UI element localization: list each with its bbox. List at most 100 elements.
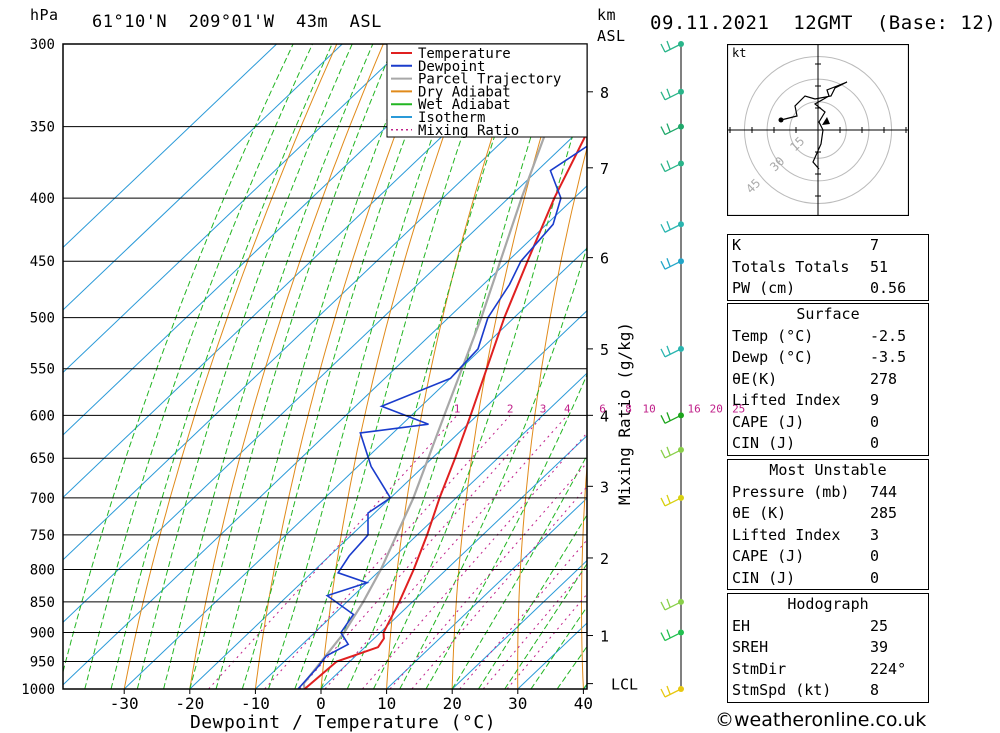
hodograph-label: EH	[732, 616, 751, 635]
hodograph-label: StmSpd (kt)	[732, 681, 832, 699]
mixing-ratio-label: 25	[732, 402, 745, 415]
wet-adiabat-line	[63, 44, 294, 674]
index-value: 0.56	[870, 279, 907, 297]
surface-label: Temp (°C)	[732, 326, 814, 345]
most-unstable-value: 744	[870, 482, 898, 501]
dry-adiabat-line	[643, 44, 708, 689]
pressure-tick-label: 350	[30, 120, 55, 136]
isotherm-line	[63, 44, 343, 311]
hodograph-value: 39	[870, 638, 889, 656]
legend-label: Dry Adiabat	[418, 84, 511, 100]
isotherm-line	[63, 44, 277, 249]
mixing-ratio-line	[389, 461, 587, 689]
isotherm-line	[63, 44, 474, 436]
index-row: Totals Totals 51	[728, 257, 928, 279]
mixing-ratio-label: 2	[507, 402, 514, 415]
surface-value: -3.5	[870, 348, 907, 366]
most-unstable-value: 285	[870, 504, 898, 522]
pressure-tick-label: 800	[30, 562, 55, 578]
index-label: Totals Totals	[732, 257, 850, 276]
most-unstable-row: CIN (J) 0	[728, 568, 928, 590]
index-label: PW (cm)	[732, 279, 796, 297]
most-unstable-row: CAPE (J) 0	[728, 546, 928, 568]
surface-label: CIN (J)	[732, 434, 796, 452]
surface-table: Surface Temp (°C) -2.5 Dewp (°C) -3.5 θE(K) 2…	[727, 303, 929, 456]
wet-adiabat-line	[84, 44, 313, 689]
dry-adiabat-line	[978, 44, 1000, 689]
surface-label: Lifted Index	[732, 391, 841, 409]
wind-barb	[660, 629, 682, 642]
wind-barb	[660, 494, 682, 507]
hodograph-row: SREH 39	[728, 637, 928, 659]
index-value: 51	[870, 257, 889, 276]
mixing-ratio-label: 10	[643, 402, 656, 415]
wet-adiabat-line	[425, 373, 587, 689]
mixing-ratio-line	[324, 414, 568, 689]
legend-label: Dewpoint	[418, 59, 485, 75]
hodograph-title: Hodograph	[787, 595, 869, 613]
dewpoint-line	[297, 145, 587, 689]
km-tick-label: 1	[600, 628, 609, 646]
wind-barb	[660, 412, 682, 424]
surface-label: θE(K)	[732, 369, 778, 388]
hodograph-row: StmDir 224°	[728, 659, 928, 681]
km-label: km	[597, 6, 617, 24]
km-tick-label: 4	[600, 407, 609, 425]
surface-value: 9	[870, 391, 880, 409]
x-tick-label: 0	[316, 694, 326, 713]
surface-row: θE(K) 278	[728, 369, 928, 391]
most-unstable-title: Most Unstable	[769, 461, 887, 479]
isotherm-line	[63, 44, 409, 374]
wet-adiabat-line	[241, 44, 442, 689]
pressure-tick-label: 900	[30, 626, 55, 642]
x-tick-label: 40	[574, 694, 593, 713]
dry-adiabat-line	[926, 44, 977, 689]
mixing-ratio-line	[208, 414, 458, 689]
wet-adiabat-line	[215, 44, 418, 689]
wind-barb	[660, 598, 682, 611]
wind-barb	[660, 446, 682, 459]
hodograph-row: EH 25	[728, 616, 928, 638]
wind-barb	[660, 123, 682, 136]
wind-barb	[660, 345, 682, 358]
wind-barb-dot	[678, 123, 684, 130]
asl-label: ASL	[597, 27, 626, 45]
most-unstable-value: 0	[870, 547, 880, 565]
x-tick-label: -10	[241, 694, 270, 713]
mixing-ratio-label: 20	[710, 402, 723, 415]
hodograph-label: StmDir	[732, 659, 787, 678]
pressure-tick-label: 1000	[21, 682, 55, 698]
legend-label: Mixing Ratio	[418, 123, 519, 139]
pressure-tick-label: 750	[30, 528, 55, 544]
km-tick-label: 6	[600, 250, 609, 268]
pressure-tick-label: 450	[30, 254, 55, 270]
surface-label: Dewp (°C)	[732, 348, 814, 366]
index-row: PW (cm) 0.56	[728, 278, 928, 300]
legend-label: Isotherm	[418, 110, 485, 126]
km-tick-label: 3	[600, 478, 609, 496]
wind-barb	[660, 160, 682, 173]
mixing-ratio-line	[264, 414, 511, 689]
legend-label: Temperature	[418, 46, 511, 62]
mixing-ratio-line	[459, 539, 587, 689]
isotherm-line	[386, 497, 587, 689]
surface-row: Temp (°C) -2.5	[728, 326, 928, 348]
most-unstable-label: CIN (J)	[732, 568, 796, 587]
hodograph-label: SREH	[732, 638, 769, 656]
isotherm-line	[63, 60, 587, 561]
x-axis-label: Dewpoint / Temperature (°C)	[190, 712, 496, 733]
plot-frame	[62, 43, 588, 690]
isotherm-line	[451, 559, 587, 689]
legend-label: Parcel Trajectory	[418, 72, 561, 88]
dry-adiabat-line	[581, 459, 587, 689]
km-tick-label: 8	[600, 84, 609, 102]
wet-adiabat-line	[451, 454, 587, 689]
mixing-ratio-line	[411, 485, 587, 689]
location-title: 61°10'N 209°01'W 43m ASL	[92, 12, 382, 32]
surface-row: CAPE (J) 0	[728, 412, 928, 434]
km-tick-label: 7	[600, 160, 609, 178]
surface-title: Surface	[796, 305, 860, 323]
